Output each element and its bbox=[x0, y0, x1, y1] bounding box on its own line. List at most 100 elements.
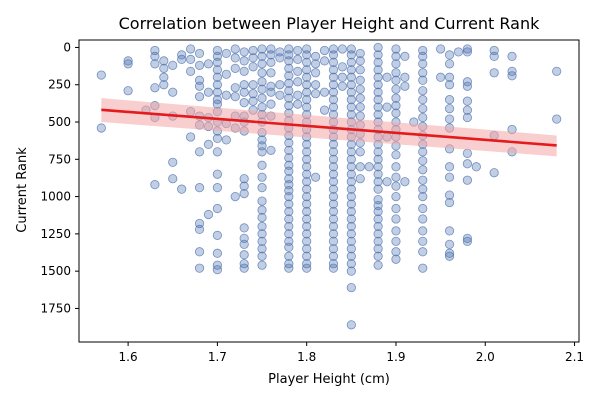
x-tick-label: 1.6 bbox=[119, 350, 138, 364]
data-point bbox=[293, 99, 303, 109]
data-point bbox=[373, 87, 383, 97]
y-tick-label: 1250 bbox=[40, 227, 71, 241]
data-point bbox=[462, 44, 472, 54]
axes: 1.6 1.7 1.8 1.9 2.0 2.1 0 250 500 750 1000 1250 1500… bbox=[40, 39, 584, 364]
data-point bbox=[391, 68, 401, 78]
data-point bbox=[302, 177, 312, 187]
data-point bbox=[373, 154, 383, 164]
data-point bbox=[302, 65, 312, 75]
data-point bbox=[418, 263, 428, 273]
y-tick-label: 1500 bbox=[40, 264, 71, 278]
x-tick-label: 1.7 bbox=[208, 350, 227, 364]
data-point bbox=[507, 51, 517, 62]
data-point bbox=[391, 59, 401, 69]
data-point bbox=[373, 177, 383, 187]
data-point bbox=[248, 80, 258, 90]
data-point bbox=[418, 86, 428, 96]
data-point bbox=[328, 139, 339, 149]
data-point bbox=[311, 172, 321, 182]
data-point bbox=[355, 84, 365, 94]
data-point bbox=[212, 183, 222, 193]
data-point bbox=[346, 154, 356, 164]
data-point bbox=[328, 87, 339, 97]
data-point bbox=[373, 102, 383, 112]
data-point bbox=[373, 147, 383, 157]
y-tick-label: 1000 bbox=[40, 190, 71, 204]
data-point bbox=[346, 177, 356, 187]
data-point bbox=[346, 236, 356, 246]
data-point bbox=[319, 105, 330, 115]
data-point bbox=[284, 229, 294, 239]
data-point bbox=[444, 239, 455, 249]
data-point bbox=[212, 230, 222, 240]
data-point bbox=[302, 184, 312, 194]
data-point bbox=[194, 48, 205, 59]
data-point bbox=[284, 138, 294, 148]
data-point bbox=[257, 102, 267, 112]
data-point bbox=[186, 44, 196, 54]
data-point bbox=[230, 92, 240, 102]
data-point bbox=[462, 236, 472, 246]
data-point bbox=[391, 203, 401, 214]
data-point bbox=[302, 221, 312, 232]
data-point bbox=[266, 57, 276, 67]
data-point bbox=[328, 147, 339, 157]
data-point bbox=[444, 50, 455, 60]
data-point bbox=[444, 95, 455, 105]
data-point bbox=[418, 236, 428, 246]
data-point bbox=[248, 45, 258, 56]
data-point bbox=[346, 57, 356, 67]
data-point bbox=[418, 156, 428, 166]
data-point bbox=[257, 183, 267, 193]
data-point bbox=[391, 162, 401, 172]
data-point bbox=[453, 47, 464, 57]
data-point bbox=[302, 80, 312, 90]
data-point bbox=[391, 254, 401, 264]
data-point bbox=[212, 169, 222, 179]
data-point bbox=[284, 242, 294, 252]
data-point bbox=[373, 236, 383, 246]
data-point bbox=[257, 236, 267, 246]
data-point bbox=[462, 148, 472, 158]
data-point bbox=[302, 139, 312, 149]
data-point bbox=[436, 72, 446, 82]
data-point bbox=[373, 50, 383, 60]
data-point bbox=[391, 84, 401, 94]
data-point bbox=[212, 87, 222, 97]
data-point bbox=[96, 70, 106, 80]
regression-line bbox=[101, 108, 557, 147]
data-point bbox=[462, 81, 472, 91]
data-point bbox=[186, 66, 196, 76]
data-point bbox=[391, 93, 401, 103]
data-point bbox=[194, 60, 205, 70]
data-point bbox=[212, 147, 222, 157]
data-point bbox=[284, 78, 294, 88]
data-point bbox=[355, 93, 365, 103]
data-point bbox=[284, 101, 294, 111]
y-tick-label: 250 bbox=[48, 78, 71, 92]
data-point bbox=[373, 95, 383, 105]
data-point bbox=[444, 104, 455, 114]
data-point bbox=[239, 223, 249, 233]
data-point bbox=[355, 65, 365, 75]
x-tick-label: 2.0 bbox=[476, 350, 495, 364]
data-point bbox=[302, 191, 312, 202]
data-point bbox=[293, 45, 303, 56]
x-axis-label: Player Height (cm) bbox=[268, 372, 390, 387]
data-point bbox=[373, 42, 383, 53]
data-point bbox=[444, 80, 455, 90]
data-point bbox=[168, 174, 178, 184]
data-point bbox=[328, 50, 339, 60]
data-point bbox=[373, 80, 383, 90]
data-point bbox=[400, 177, 410, 187]
data-point bbox=[418, 147, 428, 157]
data-point bbox=[373, 109, 383, 120]
data-point bbox=[337, 62, 347, 72]
data-point bbox=[346, 206, 356, 217]
y-tick-label: 750 bbox=[48, 152, 71, 166]
data-point bbox=[239, 181, 249, 191]
data-point bbox=[123, 86, 133, 96]
data-point bbox=[552, 66, 562, 76]
data-point bbox=[373, 221, 383, 232]
